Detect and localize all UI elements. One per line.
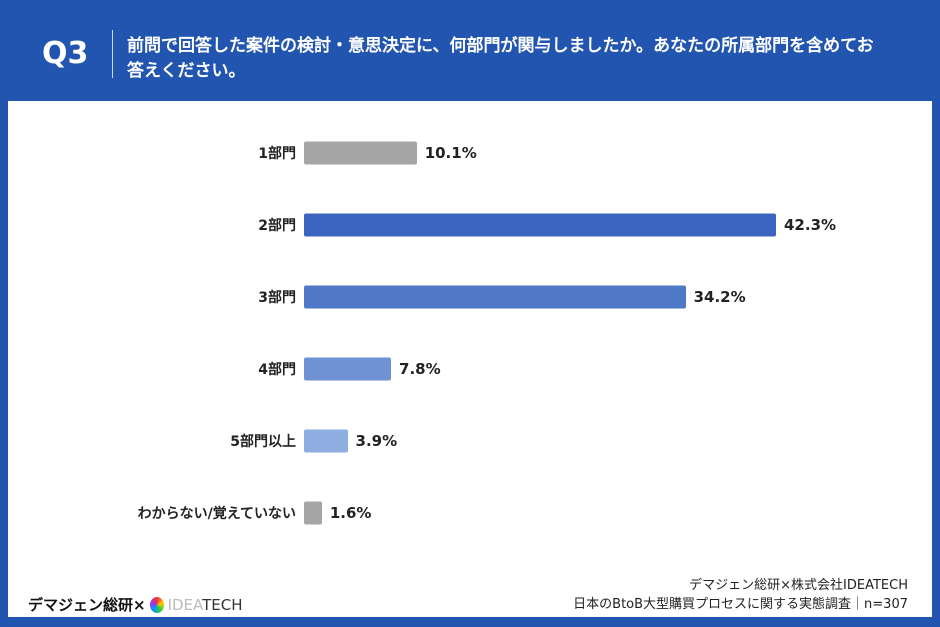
bar xyxy=(304,429,348,453)
value-label: 7.8% xyxy=(399,360,441,378)
question-text: 前問で回答した案件の検討・意思決定に、何部門が関与しましたか。あなたの所属部門を… xyxy=(127,36,874,81)
source-line-1: デマジェン総研×株式会社IDEATECH xyxy=(689,578,908,593)
chart-panel xyxy=(8,101,932,617)
category-label: 4部門 xyxy=(258,362,296,378)
logo-text: デマジェン総研× xyxy=(28,596,146,614)
logo-tech: TECH xyxy=(202,595,243,614)
value-label: 42.3% xyxy=(784,216,837,234)
category-label: 5部門以上 xyxy=(230,434,296,450)
bar xyxy=(304,501,322,525)
source-note: デマジェン総研×株式会社IDEATECH 日本のBtoB大型購買プロセスに関する実… xyxy=(573,576,908,614)
question-number: Q3 xyxy=(42,36,89,71)
value-label: 3.9% xyxy=(355,432,398,450)
logo: デマジェン総研× IDEATECH xyxy=(28,594,243,615)
bar xyxy=(304,141,417,165)
ideatech-logo-icon xyxy=(149,596,164,613)
logo-idea: IDEA xyxy=(167,595,203,614)
value-label: 10.1% xyxy=(424,144,477,162)
category-label: 1部門 xyxy=(258,146,296,162)
value-label: 34.2% xyxy=(693,288,746,306)
bar xyxy=(304,357,392,381)
bar xyxy=(304,285,686,309)
bar xyxy=(304,213,776,237)
value-label: 1.6% xyxy=(329,504,372,522)
header: Q3 前問で回答した案件の検討・意思決定に、何部門が関与しましたか。あなたの所属… xyxy=(0,0,940,100)
category-label: わからない/覚えていない xyxy=(137,506,296,522)
divider xyxy=(112,30,113,78)
category-label: 3部門 xyxy=(258,290,296,306)
source-line-2: 日本のBtoB大型購買プロセスに関する実態調査｜n=307 xyxy=(573,597,908,612)
category-label: 2部門 xyxy=(258,218,296,234)
